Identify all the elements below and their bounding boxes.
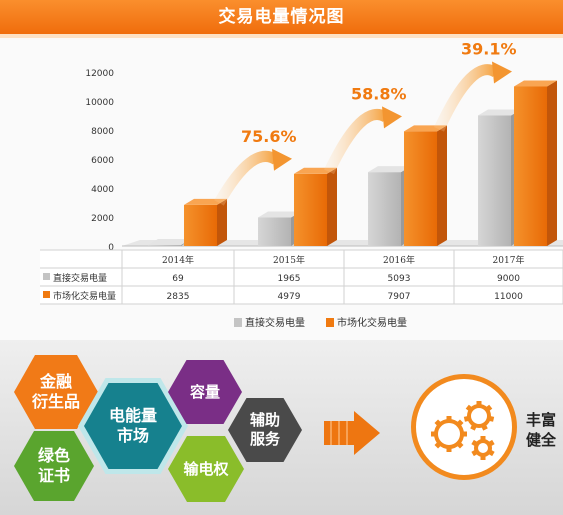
legend-label-direct: 直接交易电量: [245, 316, 305, 329]
growth-arrow-head: [492, 61, 512, 84]
table-row-label: 直接交易电量: [53, 272, 107, 284]
title-bar: [0, 0, 563, 34]
gear-ring: [411, 374, 517, 480]
bar-direct: [478, 109, 521, 246]
table-cell: 5093: [388, 274, 411, 284]
growth-arrow: [434, 64, 500, 132]
bar-side: [547, 80, 557, 246]
growth-arrow: [214, 150, 280, 206]
hex-energy-market: 电能量 市场: [84, 383, 182, 469]
hex-transmission-rights: 输电权: [168, 436, 244, 502]
gears-icon: [431, 401, 495, 460]
bar-top: [368, 166, 411, 173]
growth-arrow-head: [272, 148, 292, 171]
bar-front: [148, 244, 181, 246]
table-cell: 1965: [278, 274, 301, 284]
bar-side: [217, 198, 227, 246]
transition-arrow-icon: [354, 411, 380, 455]
growth-arrow: [324, 108, 390, 175]
x-tick-label: 2017年: [493, 254, 525, 266]
hex-finance-derivatives: 金融 衍生品: [14, 355, 98, 429]
legend-swatch-market: [326, 318, 334, 327]
transition-arrow-shaft: [324, 421, 356, 445]
right-caption: 丰富 健全: [526, 411, 557, 449]
bar-top: [148, 238, 191, 245]
bar-top: [478, 109, 521, 116]
gear-medium-icon: [463, 401, 495, 431]
x-tick-label: 2015年: [273, 254, 305, 266]
bar-front: [514, 86, 547, 246]
bar-front: [294, 173, 327, 246]
table-swatch: [43, 273, 50, 280]
table-cell: 7907: [388, 292, 411, 302]
y-tick-label: 0: [108, 243, 114, 253]
growth-label: 39.1%: [461, 40, 517, 59]
bar-side: [327, 167, 337, 246]
growth-arrow-head: [382, 106, 402, 129]
bar-front: [478, 115, 511, 246]
bar-front: [184, 204, 217, 246]
x-tick-label: 2016年: [383, 254, 415, 266]
y-tick-label: 12000: [85, 69, 114, 79]
gear-large-icon: [431, 416, 467, 452]
hex-ancillary-label: 辅助 服务: [249, 411, 280, 448]
bar-market: [184, 198, 227, 246]
y-tick-label: 4000: [91, 185, 114, 195]
table-cell: 2835: [167, 292, 190, 302]
hex-capacity-label: 容量: [189, 382, 220, 401]
y-tick-label: 6000: [91, 156, 114, 166]
hex-center-label: 电能量 市场: [108, 406, 157, 445]
legend-label-market: 市场化交易电量: [337, 316, 407, 329]
table-row-label: 市场化交易电量: [53, 290, 116, 302]
chart-floor: [122, 240, 563, 246]
growth-label: 58.8%: [351, 84, 407, 103]
chart-title: 交易电量情况图: [218, 7, 345, 27]
hex-green-label: 绿色 证书: [37, 446, 70, 485]
y-tick-label: 2000: [91, 214, 114, 224]
legend-swatch-direct: [234, 318, 242, 327]
table-cell: 69: [172, 274, 184, 284]
bar-front: [258, 217, 291, 246]
bar-market: [404, 125, 447, 246]
hex-finance-label: 金融 衍生品: [31, 372, 80, 411]
table-cell: 9000: [497, 274, 520, 284]
table-cell: 11000: [494, 292, 523, 302]
title-underline: [0, 34, 563, 38]
hex-transmission-label: 输电权: [183, 459, 229, 478]
gear-small-icon: [471, 436, 495, 460]
bar-top: [258, 211, 301, 218]
transaction-volume-chart: 0 2000 4000 6000 8000 10000 12000 75.6% 58.8% 39…: [40, 40, 563, 329]
data-table-bg: [40, 250, 563, 304]
y-tick-label: 8000: [91, 127, 114, 137]
growth-label: 75.6%: [241, 127, 297, 146]
bar-front: [404, 131, 437, 246]
bar-market: [514, 80, 557, 246]
y-tick-label: 10000: [85, 98, 114, 108]
bar-side: [437, 125, 447, 246]
x-tick-label: 2014年: [162, 254, 194, 266]
bar-front: [368, 172, 401, 246]
bar-top: [514, 80, 557, 87]
bar-market: [294, 167, 337, 246]
table-swatch: [43, 291, 50, 298]
bar-direct: [258, 211, 301, 246]
table-cell: 4979: [278, 292, 301, 302]
